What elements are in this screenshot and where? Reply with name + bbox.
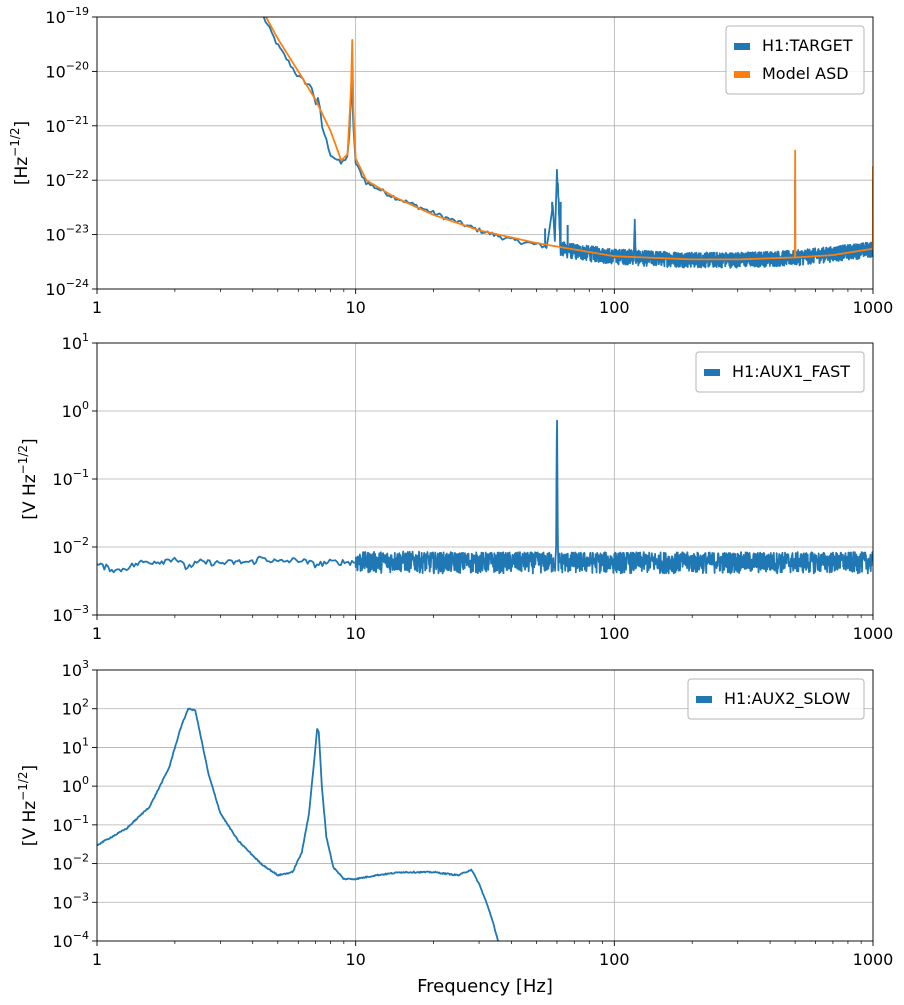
legend-label: Model ASD <box>762 64 849 83</box>
series-line-model-asd <box>265 17 873 261</box>
legend-label: H1:AUX2_SLOW <box>724 689 850 709</box>
target-asd-panel: 1 10 100 1000 10−24 10−23 10−22 10−21 10−20 10−19… <box>8 5 894 317</box>
y-tick-label: 10−3 <box>52 890 89 912</box>
series-line-h1-aux1-fast <box>97 419 873 575</box>
legend-label: H1:TARGET <box>762 36 853 55</box>
y-tick-label: 101 <box>62 735 89 757</box>
axes-frame <box>96 669 874 942</box>
y-tick-label: 10−22 <box>45 168 89 190</box>
y-tick-label: 10−2 <box>52 535 89 557</box>
y-tick-label: 103 <box>62 658 89 680</box>
x-tick-label: 10 <box>345 950 365 969</box>
y-tick-label: 10−21 <box>45 114 89 136</box>
y-tick-label: 10−2 <box>52 852 89 874</box>
y-tick-label: 102 <box>62 697 89 719</box>
legend-swatch <box>704 369 720 376</box>
legend: H1:AUX1_FAST <box>695 351 865 393</box>
y-tick-label: 10−3 <box>52 603 89 625</box>
aux2-slow-asd-panel: 1 10 100 1000 10−4 10−3 10−2 10−1 100 101 102 103 [V… <box>16 658 894 997</box>
series-line-h1-aux2-slow <box>97 707 499 941</box>
x-tick-label: 1 <box>92 950 102 969</box>
y-axis-label: [V Hz−1/2] <box>16 765 41 846</box>
y-tick-label: 10−19 <box>45 5 89 27</box>
y-tick-label: 10−1 <box>52 467 89 489</box>
x-tick-label: 100 <box>599 950 630 969</box>
y-tick-label: 100 <box>62 774 89 796</box>
aux1-fast-asd-panel: 1 10 100 1000 10−3 10−2 10−1 100 101 [V Hz−1/2] H1… <box>16 331 894 643</box>
legend: H1:AUX2_SLOW <box>687 678 865 720</box>
x-axis-label: Frequency [Hz] <box>417 976 553 997</box>
legend-label: H1:AUX1_FAST <box>732 362 850 382</box>
x-tick-label: 10 <box>345 624 365 643</box>
legend: H1:TARGET Model ASD <box>725 25 865 95</box>
legend-swatch <box>734 71 750 78</box>
x-tick-label: 1000 <box>853 624 894 643</box>
axes-frame <box>96 16 874 290</box>
y-axis-label: [V Hz−1/2] <box>16 438 41 519</box>
x-tick-label: 100 <box>599 624 630 643</box>
y-tick-label: 10−23 <box>45 223 89 245</box>
y-axis-label: [Hz−1/2] <box>8 121 33 185</box>
y-tick-label: 10−1 <box>52 813 89 835</box>
x-tick-label: 1000 <box>853 298 894 317</box>
x-tick-label: 1 <box>92 298 102 317</box>
x-tick-label: 100 <box>599 298 630 317</box>
y-tick-label: 100 <box>62 399 89 421</box>
y-tick-label: 10−4 <box>52 929 89 951</box>
y-tick-label: 10−20 <box>45 59 89 81</box>
x-tick-label: 1000 <box>853 950 894 969</box>
x-tick-label: 10 <box>345 298 365 317</box>
y-tick-label: 101 <box>62 331 89 353</box>
legend-swatch <box>734 43 750 50</box>
x-tick-label: 1 <box>92 624 102 643</box>
legend-swatch <box>696 696 712 703</box>
y-tick-label: 10−24 <box>45 277 89 299</box>
